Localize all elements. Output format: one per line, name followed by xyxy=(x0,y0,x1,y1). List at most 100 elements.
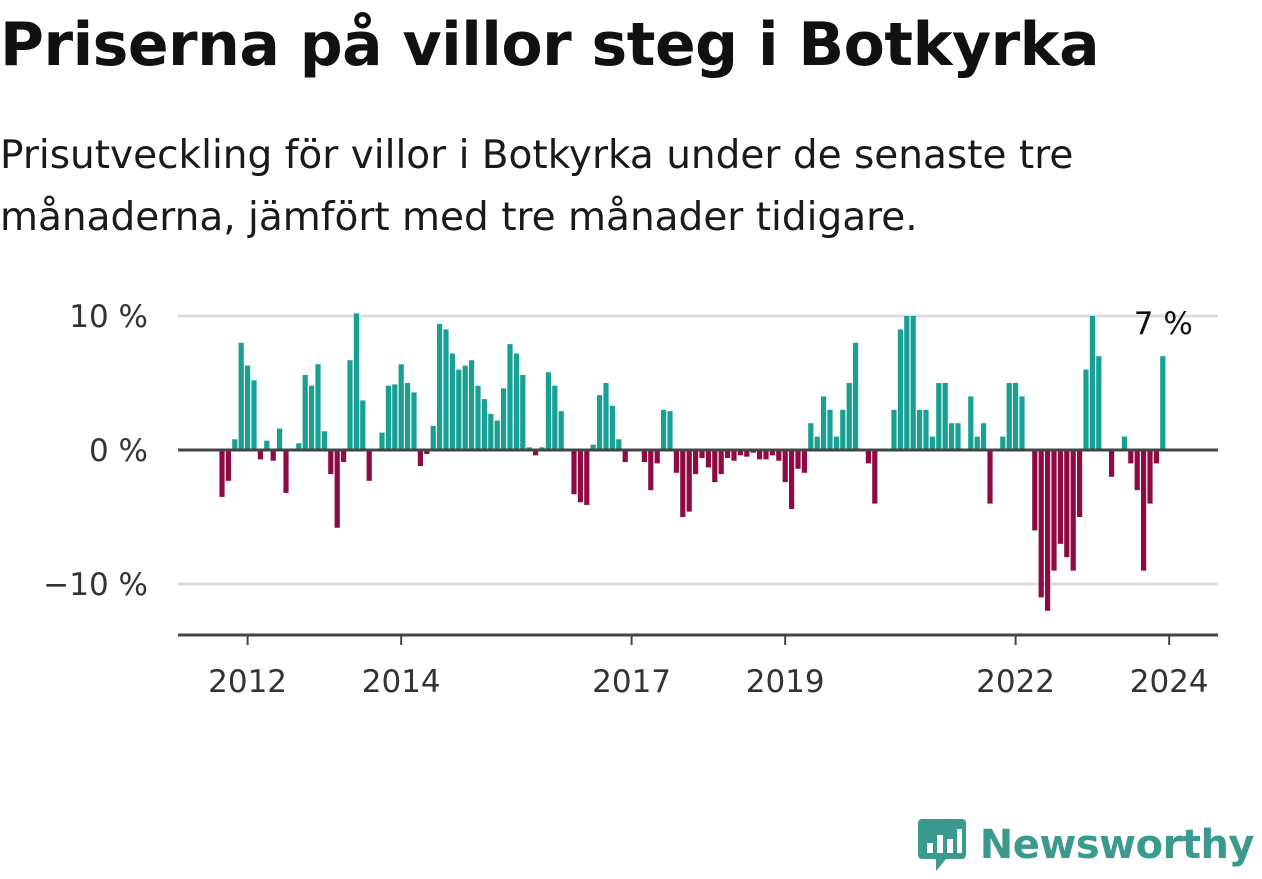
bar xyxy=(283,450,289,493)
chart-subtitle: Prisutveckling för villor i Botkyrka und… xyxy=(0,133,1074,240)
bar xyxy=(334,450,340,528)
bar xyxy=(1057,450,1063,544)
bar xyxy=(424,450,430,455)
bar xyxy=(494,420,500,450)
bar xyxy=(584,450,590,505)
bar xyxy=(731,450,737,461)
bar xyxy=(757,450,763,460)
bar xyxy=(942,383,948,450)
bar xyxy=(481,399,487,450)
bar xyxy=(974,436,980,450)
bar xyxy=(827,409,833,450)
bar xyxy=(1121,436,1127,450)
bar xyxy=(430,425,436,450)
bar xyxy=(667,411,673,450)
bar xyxy=(302,374,308,450)
bar xyxy=(955,423,961,450)
bar xyxy=(744,450,750,457)
bar xyxy=(776,450,782,461)
bar xyxy=(219,450,225,497)
bar xyxy=(385,385,391,450)
y-tick-label: −10 % xyxy=(43,567,148,603)
bar xyxy=(833,436,839,450)
bar xyxy=(309,385,315,450)
bar xyxy=(507,344,513,450)
bar xyxy=(277,428,283,450)
bar xyxy=(1141,450,1147,571)
bar xyxy=(603,383,609,450)
bars xyxy=(219,313,1166,611)
bar xyxy=(353,313,359,450)
bar xyxy=(552,385,558,450)
bar xyxy=(1134,450,1140,491)
bar xyxy=(853,342,859,450)
bar xyxy=(968,396,974,450)
bar xyxy=(904,316,910,450)
bar xyxy=(328,450,334,475)
bar xyxy=(520,374,526,450)
bar xyxy=(245,365,251,450)
bar xyxy=(232,439,238,450)
bar xyxy=(443,329,449,450)
bar xyxy=(449,353,455,450)
bar xyxy=(865,450,871,464)
y-tick-label: 10 % xyxy=(69,299,148,335)
bar xyxy=(872,450,878,504)
x-tick-label: 2014 xyxy=(362,664,441,700)
bar xyxy=(225,450,231,481)
bar xyxy=(1128,450,1134,464)
bar xyxy=(257,450,263,460)
bar xyxy=(1032,450,1038,531)
bar xyxy=(571,450,577,495)
bar xyxy=(1153,450,1159,464)
bar xyxy=(680,450,686,517)
bar xyxy=(936,383,942,450)
chart-title: Priserna på villor steg i Botkyrka xyxy=(0,10,1100,80)
bar xyxy=(456,369,462,450)
bar xyxy=(891,409,897,450)
bar xyxy=(661,409,667,450)
bar xyxy=(462,365,468,450)
bar xyxy=(597,395,603,450)
bar xyxy=(1045,450,1051,611)
bar xyxy=(1077,450,1083,517)
bar xyxy=(923,409,929,450)
bar xyxy=(609,405,615,450)
bar xyxy=(981,423,987,450)
bar xyxy=(846,383,852,450)
bar xyxy=(814,436,820,450)
bar xyxy=(392,384,398,450)
bar-chart: 10 % 0 % −10 % 2012 2014 2017 2019 2022 2024 7 % xyxy=(43,299,1218,700)
bar xyxy=(1096,356,1102,450)
newsworthy-logo: Newsworthy xyxy=(916,817,1255,873)
bar xyxy=(673,450,679,473)
bar xyxy=(469,360,475,450)
bar xyxy=(296,443,302,450)
bar xyxy=(654,450,660,464)
bar xyxy=(366,450,372,481)
bar xyxy=(545,372,551,450)
bar xyxy=(1109,450,1115,477)
newsworthy-chart-logo-icon xyxy=(917,819,966,871)
x-tick-label: 2024 xyxy=(1130,664,1209,700)
bar xyxy=(718,450,724,475)
bar xyxy=(1064,450,1070,558)
bar xyxy=(347,360,353,450)
bar xyxy=(782,450,788,483)
bar xyxy=(1038,450,1044,598)
bar xyxy=(360,400,366,450)
axis-labels: 10 % 0 % −10 % 2012 2014 2017 2019 2022 2024 7 % xyxy=(43,299,1208,700)
bar xyxy=(1147,450,1153,504)
bar xyxy=(321,431,327,450)
bar xyxy=(590,444,596,450)
bar xyxy=(929,436,935,450)
bar xyxy=(251,380,257,450)
bar xyxy=(533,450,539,456)
bar xyxy=(1006,383,1012,450)
x-tick-label: 2019 xyxy=(746,664,825,700)
bar xyxy=(1051,450,1057,571)
bar xyxy=(917,409,923,450)
bar xyxy=(622,450,628,463)
bar xyxy=(417,450,423,467)
bar xyxy=(501,388,507,450)
